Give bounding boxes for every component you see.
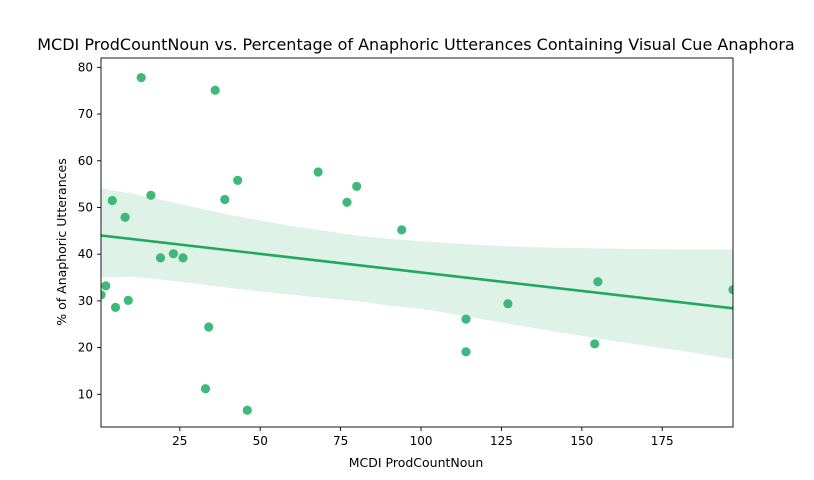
data-point bbox=[155, 253, 166, 263]
x-tick-label: 50 bbox=[253, 434, 268, 448]
data-point bbox=[101, 290, 106, 300]
data-point bbox=[168, 249, 178, 259]
confidence-band bbox=[101, 188, 733, 360]
data-point bbox=[313, 167, 323, 177]
y-tick-label: 70 bbox=[78, 107, 93, 121]
data-point bbox=[503, 299, 513, 309]
x-tick-label: 100 bbox=[410, 434, 433, 448]
data-point bbox=[590, 339, 600, 349]
y-tick-label: 50 bbox=[78, 200, 93, 214]
chart-title: MCDI ProdCountNoun vs. Percentage of Ana… bbox=[37, 35, 794, 54]
data-point bbox=[220, 194, 230, 205]
data-point bbox=[120, 212, 130, 222]
y-tick-label: 30 bbox=[78, 294, 93, 308]
data-point bbox=[101, 281, 111, 291]
data-point bbox=[461, 314, 471, 324]
plot-area: 25 50 75 100 125 150 175 10 20 30 40 50 60 70 80 bbox=[78, 57, 734, 448]
y-tick-label: 60 bbox=[78, 154, 93, 168]
regression-line bbox=[101, 234, 733, 310]
data-point bbox=[593, 277, 603, 287]
data-point bbox=[233, 175, 243, 185]
x-tick-label: 125 bbox=[490, 434, 513, 448]
x-tick-label: 175 bbox=[651, 434, 674, 448]
y-tick-label: 80 bbox=[78, 60, 93, 74]
data-point bbox=[397, 225, 407, 235]
plot-frame bbox=[100, 57, 734, 428]
data-point bbox=[461, 347, 471, 357]
x-tick-label: 75 bbox=[333, 434, 348, 448]
data-point bbox=[204, 322, 214, 332]
y-axis-label: % of Anaphoric Utterances bbox=[54, 158, 69, 325]
data-point bbox=[242, 405, 252, 415]
x-tick-label: 25 bbox=[172, 434, 187, 448]
data-point bbox=[178, 253, 188, 263]
data-point bbox=[200, 384, 211, 394]
data-point bbox=[342, 197, 352, 207]
data-point bbox=[728, 285, 733, 295]
data-point bbox=[107, 195, 117, 206]
x-axis-label: MCDI ProdCountNoun bbox=[349, 455, 484, 470]
data-point bbox=[136, 73, 146, 83]
data-point bbox=[210, 85, 220, 95]
y-tick-label: 10 bbox=[78, 387, 93, 401]
y-tick-label: 20 bbox=[78, 341, 93, 355]
data-point bbox=[352, 181, 362, 191]
data-point bbox=[123, 295, 133, 305]
data-point bbox=[110, 302, 121, 312]
y-tick-label: 40 bbox=[78, 247, 93, 261]
data-point bbox=[146, 190, 156, 200]
x-tick-label: 150 bbox=[570, 434, 593, 448]
